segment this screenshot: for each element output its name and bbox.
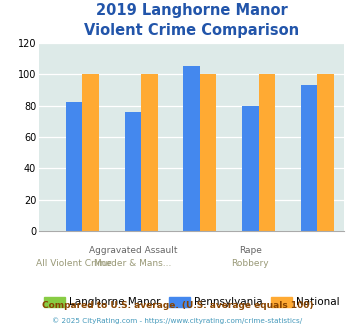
Bar bbox=[66, 102, 82, 231]
Bar bbox=[184, 66, 200, 231]
Bar bbox=[301, 85, 317, 231]
Text: Murder & Mans...: Murder & Mans... bbox=[94, 259, 172, 268]
Bar bbox=[82, 74, 99, 231]
Text: Aggravated Assault: Aggravated Assault bbox=[89, 246, 177, 255]
Text: Robbery: Robbery bbox=[231, 259, 269, 268]
Bar bbox=[141, 74, 158, 231]
Text: All Violent Crime: All Violent Crime bbox=[37, 259, 112, 268]
Bar bbox=[259, 74, 275, 231]
Text: Rape: Rape bbox=[239, 246, 262, 255]
Bar bbox=[317, 74, 334, 231]
Text: © 2025 CityRating.com - https://www.cityrating.com/crime-statistics/: © 2025 CityRating.com - https://www.city… bbox=[53, 317, 302, 324]
Text: Compared to U.S. average. (U.S. average equals 100): Compared to U.S. average. (U.S. average … bbox=[42, 301, 313, 310]
Legend: Langhorne Manor, Pennsylvania, National: Langhorne Manor, Pennsylvania, National bbox=[40, 293, 344, 312]
Bar bbox=[242, 106, 259, 231]
Bar bbox=[200, 74, 216, 231]
Bar bbox=[125, 112, 141, 231]
Title: 2019 Langhorne Manor
Violent Crime Comparison: 2019 Langhorne Manor Violent Crime Compa… bbox=[84, 3, 299, 38]
